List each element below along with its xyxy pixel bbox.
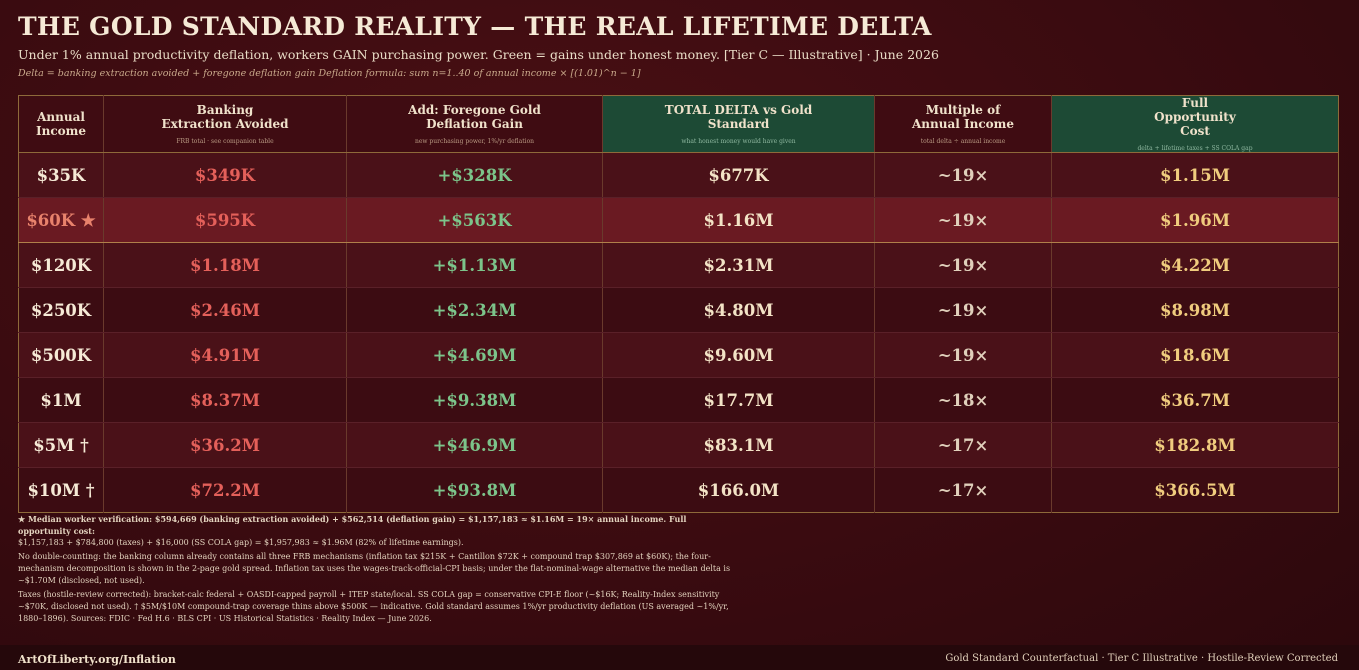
column-header-full-cost: Full Opportunity Cost delta + lifetime t… (1051, 95, 1339, 153)
full-cost-cell: $4.22M (1051, 242, 1339, 288)
multiple-cell: ~17× (874, 467, 1052, 513)
gain-cell: +$2.34M (346, 287, 603, 333)
income-cell: $1M (18, 377, 104, 423)
table-row: $120K $1.18M +$1.13M $2.31M ~19× $4.22M (18, 242, 1339, 288)
total-cell: $2.31M (602, 242, 875, 288)
verification-note-cont: $1,157,183 + $784,800 (taxes) + $16,000 … (18, 538, 464, 547)
column-note: total delta ÷ annual income (920, 138, 1006, 145)
income-cell: $60K ★ (18, 197, 104, 243)
full-cost-cell: $1.96M (1051, 197, 1339, 243)
multiple-cell: ~19× (874, 287, 1052, 333)
banking-cell: $349K (103, 152, 347, 198)
column-header-multiple: Multiple of Annual Income total delta ÷ … (874, 95, 1052, 153)
column-note: what honest money would have given (681, 138, 796, 145)
taxes-note: Taxes (hostile-review corrected): bracke… (18, 590, 729, 623)
column-header-total: TOTAL DELTA vs Gold Standard what honest… (602, 95, 875, 153)
full-cost-cell: $36.7M (1051, 377, 1339, 423)
table-row-highlighted: $60K ★ $595K +$563K $1.16M ~19× $1.96M (18, 197, 1339, 243)
lifetime-delta-table: Annual Income Banking Extraction Avoided… (18, 95, 1339, 513)
banking-cell: $72.2M (103, 467, 347, 513)
income-cell: $10M † (18, 467, 104, 513)
banking-cell: $4.91M (103, 332, 347, 378)
footer-tagline: Gold Standard Counterfactual · Tier C Il… (945, 653, 1338, 664)
column-label: Multiple of Annual Income (912, 103, 1014, 131)
income-cell: $5M † (18, 422, 104, 468)
table-row: $10M † $72.2M +$93.8M $166.0M ~17× $366.… (18, 467, 1339, 513)
total-cell: $9.60M (602, 332, 875, 378)
column-note: FRB total · see companion table (176, 138, 274, 145)
banking-cell: $2.46M (103, 287, 347, 333)
gain-cell: +$93.8M (346, 467, 603, 513)
income-cell: $500K (18, 332, 104, 378)
footer-link[interactable]: ArtOfLiberty.org/Inflation (18, 653, 176, 666)
column-header-income: Annual Income (18, 95, 104, 153)
column-note: new purchasing power, 1%/yr deflation (414, 138, 535, 145)
gain-cell: +$4.69M (346, 332, 603, 378)
total-cell: $4.80M (602, 287, 875, 333)
verification-note: ★ Median worker verification: $594,669 (… (18, 514, 687, 536)
gain-cell: +$563K (346, 197, 603, 243)
table-header-row: Annual Income Banking Extraction Avoided… (18, 95, 1339, 153)
table-row: $250K $2.46M +$2.34M $4.80M ~19× $8.98M (18, 287, 1339, 333)
page-subtitle: Under 1% annual productivity deflation, … (18, 47, 939, 62)
footnotes: ★ Median worker verification: $594,669 (… (18, 513, 738, 627)
gain-cell: +$46.9M (346, 422, 603, 468)
column-header-gain: Add: Foregone Gold Deflation Gain new pu… (346, 95, 603, 153)
multiple-cell: ~19× (874, 197, 1052, 243)
column-label: Annual Income (36, 110, 86, 138)
banking-cell: $595K (103, 197, 347, 243)
full-cost-cell: $1.15M (1051, 152, 1339, 198)
column-label: Full Opportunity Cost (1154, 96, 1236, 138)
banking-cell: $36.2M (103, 422, 347, 468)
income-cell: $250K (18, 287, 104, 333)
column-header-banking: Banking Extraction Avoided FRB total · s… (103, 95, 347, 153)
table-row: $35K $349K +$328K $677K ~19× $1.15M (18, 152, 1339, 198)
column-label: Add: Foregone Gold Deflation Gain (408, 103, 541, 131)
column-label: TOTAL DELTA vs Gold Standard (664, 103, 813, 131)
column-note: delta + lifetime taxes + SS COLA gap (1137, 145, 1253, 152)
income-cell: $35K (18, 152, 104, 198)
banking-cell: $8.37M (103, 377, 347, 423)
banking-cell: $1.18M (103, 242, 347, 288)
gain-cell: +$9.38M (346, 377, 603, 423)
table-row: $5M † $36.2M +$46.9M $83.1M ~17× $182.8M (18, 422, 1339, 468)
table-row: $1M $8.37M +$9.38M $17.7M ~18× $36.7M (18, 377, 1339, 423)
formula-note: Delta = banking extraction avoided + for… (18, 68, 641, 79)
multiple-cell: ~18× (874, 377, 1052, 423)
multiple-cell: ~17× (874, 422, 1052, 468)
footer-bar: ArtOfLiberty.org/Inflation Gold Standard… (0, 645, 1359, 670)
total-cell: $1.16M (602, 197, 875, 243)
table-row: $500K $4.91M +$4.69M $9.60M ~19× $18.6M (18, 332, 1339, 378)
income-cell: $120K (18, 242, 104, 288)
double-counting-note: No double-counting: the banking column a… (18, 552, 731, 585)
full-cost-cell: $182.8M (1051, 422, 1339, 468)
total-cell: $17.7M (602, 377, 875, 423)
full-cost-cell: $18.6M (1051, 332, 1339, 378)
multiple-cell: ~19× (874, 152, 1052, 198)
full-cost-cell: $366.5M (1154, 480, 1236, 500)
gain-cell: +$328K (346, 152, 603, 198)
page-title: THE GOLD STANDARD REALITY — THE REAL LIF… (18, 12, 932, 41)
multiple-cell: ~19× (874, 332, 1052, 378)
full-cost-cell: $8.98M (1051, 287, 1339, 333)
total-cell: $166.0M (602, 467, 875, 513)
multiple-cell: ~19× (874, 242, 1052, 288)
column-label: Banking Extraction Avoided (161, 103, 289, 131)
total-cell: $677K (602, 152, 875, 198)
gain-cell: +$1.13M (346, 242, 603, 288)
total-cell: $83.1M (602, 422, 875, 468)
